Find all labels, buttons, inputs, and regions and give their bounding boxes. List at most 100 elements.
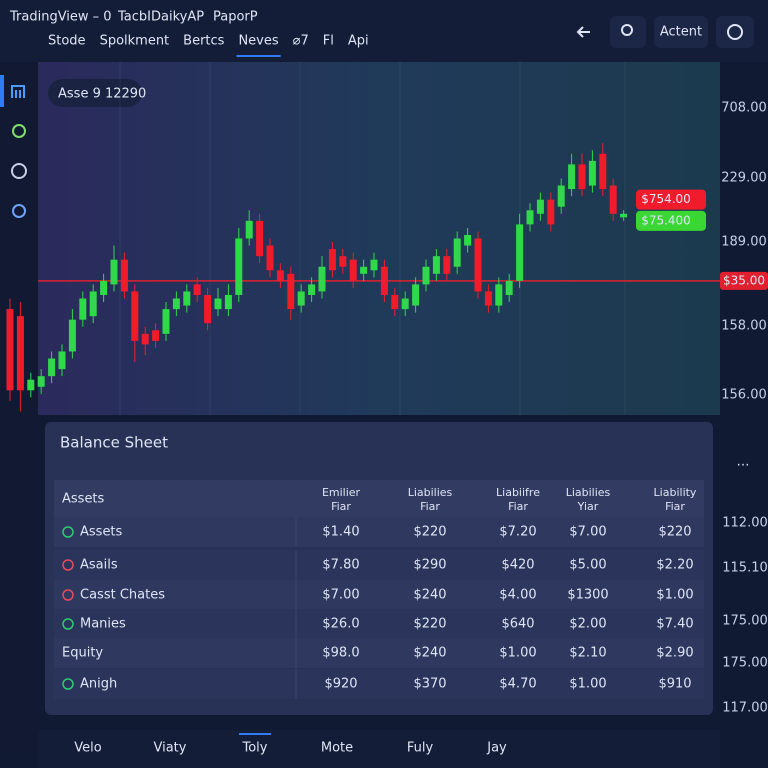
candle-body — [48, 358, 56, 377]
cell: $7.80 — [322, 558, 359, 573]
search-button[interactable] — [610, 16, 646, 48]
cell: $910 — [658, 677, 691, 692]
cell: $1300 — [567, 588, 608, 603]
status-dot — [62, 559, 74, 571]
sidebar-icons — [11, 85, 27, 218]
price-label: 189.00 — [721, 235, 767, 250]
candle-body — [183, 291, 191, 306]
candle-body — [484, 291, 492, 306]
candle-body — [110, 259, 118, 285]
candle-body — [568, 164, 576, 190]
candle-body — [172, 298, 180, 310]
tab-bar — [38, 730, 720, 768]
cell: $1.00 — [499, 646, 536, 661]
cell: $4.70 — [499, 677, 536, 692]
action-button[interactable] — [654, 16, 708, 48]
tab-indicator — [239, 733, 271, 735]
cell: $920 — [324, 677, 357, 692]
side-value: 112.00 — [722, 516, 768, 531]
candle-body — [328, 249, 336, 271]
candle-body — [120, 259, 128, 292]
cell: $2.90 — [656, 646, 693, 661]
nav-item[interactable]: Neves — [238, 34, 278, 49]
cell: $290 — [413, 558, 446, 573]
candle-body — [412, 284, 420, 306]
tab[interactable]: Velo — [74, 741, 101, 756]
crumb: TacbIDaikyAP — [117, 10, 204, 25]
back-button[interactable] — [576, 26, 590, 38]
cell: $2.00 — [569, 617, 606, 632]
cell: $220 — [658, 525, 691, 540]
search-icon — [621, 24, 633, 36]
tab[interactable]: Viaty — [154, 741, 187, 756]
power-icon — [727, 24, 743, 40]
price-label: 708.00 — [721, 101, 767, 116]
table-row — [54, 580, 704, 610]
table-row — [54, 609, 704, 639]
table-row — [54, 669, 704, 699]
price-label: 156.00 — [721, 388, 767, 403]
nav-underline — [236, 55, 281, 57]
candle-body — [37, 376, 45, 387]
side-value: 115.10 — [722, 561, 768, 576]
cell: $220 — [413, 617, 446, 632]
candle-body — [68, 319, 76, 352]
cell: $7.20 — [499, 525, 536, 540]
row-label: Asails — [80, 558, 118, 573]
side-value: 117.00 — [722, 701, 768, 716]
column-header: Liability — [654, 486, 697, 499]
action-label: Actent — [660, 25, 702, 40]
candle-body — [276, 270, 284, 281]
candle-body — [464, 234, 472, 246]
column-header: Fiar — [665, 500, 685, 513]
price-tag-label: $75.400 — [641, 213, 691, 227]
table-header — [54, 480, 704, 518]
nav-item[interactable]: Bertcs — [183, 34, 225, 49]
candle-body — [526, 210, 534, 225]
candle-body — [287, 273, 295, 310]
balance-title: Balance Sheet — [60, 434, 168, 452]
column-header: Fiar — [508, 500, 528, 513]
table-row — [54, 638, 704, 668]
candle-body — [79, 298, 87, 320]
column-header: Yiar — [577, 500, 599, 513]
tab[interactable]: Jay — [486, 741, 507, 756]
candle-body — [547, 199, 555, 225]
crumb: PaporP — [213, 10, 258, 25]
candle-body — [245, 220, 253, 239]
candle-body — [152, 330, 160, 341]
table-row — [54, 550, 704, 580]
tab[interactable]: Fuly — [407, 741, 434, 756]
candle-body — [131, 291, 139, 341]
power-button[interactable] — [716, 16, 754, 48]
candle-body — [516, 224, 524, 281]
cell: $7.00 — [569, 525, 606, 540]
candle-body — [318, 266, 326, 292]
asset-badge[interactable] — [48, 79, 142, 107]
candle-body — [432, 256, 440, 274]
tab[interactable]: Mote — [321, 741, 353, 756]
column-header: Assets — [62, 492, 105, 507]
nav-item[interactable]: Spolkment — [100, 34, 170, 49]
candle-body — [401, 298, 409, 310]
candle-body — [89, 291, 97, 317]
nav-item[interactable]: Stode — [48, 34, 86, 49]
candle-body — [380, 266, 388, 295]
column-header: Fiar — [331, 500, 351, 513]
candle-body — [214, 298, 222, 310]
nav-item[interactable]: Fl — [323, 34, 334, 49]
candle-body — [339, 256, 347, 267]
side-value: 175.00 — [722, 614, 768, 629]
nav-item[interactable]: Api — [348, 34, 369, 49]
cell: $1.40 — [322, 525, 359, 540]
tab[interactable]: Toly — [242, 741, 268, 756]
column-header: Liabilies — [408, 486, 453, 499]
candle-body — [474, 238, 482, 292]
nav-item[interactable]: ⌀7 — [293, 34, 309, 49]
candle-body — [609, 185, 617, 214]
status-dot — [62, 618, 74, 630]
sidebar-active — [0, 75, 4, 107]
cell: $2.20 — [656, 558, 693, 573]
sidebar — [0, 62, 38, 752]
cell: $370 — [413, 677, 446, 692]
